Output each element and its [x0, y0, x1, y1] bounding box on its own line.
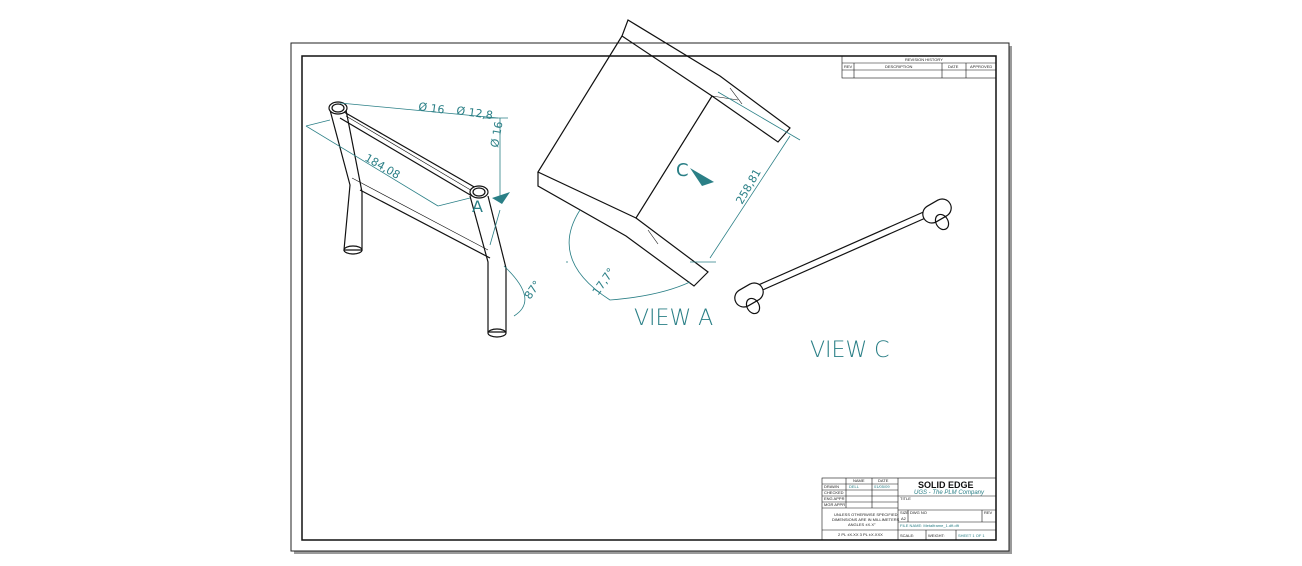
- revision-header-rev: REV: [844, 64, 853, 69]
- view-a-dimension-lines: [566, 91, 801, 301]
- tb-tagline: UGS - The PLM Company: [914, 490, 985, 496]
- tb-row-mgr-appr: MGR APPR: [824, 502, 845, 507]
- revision-header-date: DATE: [948, 64, 959, 69]
- iso-dimension-lines: [305, 102, 526, 317]
- view-c-frame: [734, 198, 952, 315]
- tb-dwg-label: DWG NO: [910, 510, 927, 515]
- view-c-label: VIEW C: [810, 338, 890, 363]
- revision-title: REVISION HISTORY: [905, 57, 943, 62]
- view-a-frame: [537, 19, 791, 287]
- tb-note-2: DIMENSIONS ARE IN MILLIMETERS: [832, 517, 900, 522]
- tb-note-3: ANGLES ±X.X°: [848, 522, 876, 527]
- revision-header-desc: DESCRIPTION: [885, 64, 912, 69]
- tb-col-name: NAME: [853, 478, 865, 483]
- view-c-arrow: [690, 168, 714, 186]
- dim-dia-16b: Ø 16: [488, 121, 505, 149]
- tb-rev-label: REV: [984, 510, 993, 515]
- tb-sheet-label: SHEET 1 OF 1: [958, 533, 985, 538]
- dim-dia-16: Ø 16: [418, 100, 446, 117]
- drawing-frame: [301, 55, 997, 541]
- dim-dia-12-8: Ø 12,8: [456, 104, 494, 122]
- isometric-frame: [328, 101, 507, 338]
- marker-a: A: [472, 197, 483, 216]
- tb-note-4: 2 PL ±X.XX 3 PL ±X.XXX: [838, 532, 883, 537]
- tb-title-label: TITLE: [900, 496, 911, 501]
- tb-row-eng-appr: ENG APPR: [824, 496, 845, 501]
- tb-note-1: UNLESS OTHERWISE SPECIFIED: [834, 512, 898, 517]
- revision-header-approved: APPROVED: [970, 64, 992, 69]
- tb-scale-label: SCALE:: [900, 533, 914, 538]
- tb-size-value: A2: [901, 516, 907, 521]
- tb-file-name: FILE NAME: Metalframe_1.dft.dft: [900, 523, 960, 528]
- tb-col-date: DATE: [878, 478, 889, 483]
- revision-block: [841, 55, 997, 79]
- view-a-arrow: [492, 192, 510, 204]
- tb-drawn-name: DELL: [849, 484, 860, 489]
- tb-weight-label: WEIGHT:: [928, 533, 945, 538]
- tb-company: SOLID EDGE: [918, 480, 974, 490]
- tb-drawn-date: 01/05/09: [874, 484, 890, 489]
- view-a-label: VIEW A: [634, 306, 713, 331]
- tb-row-checked: CHECKED: [824, 490, 844, 495]
- title-block: [821, 477, 997, 541]
- marker-c: C: [676, 160, 689, 181]
- tb-row-drawn: DRAWN: [824, 484, 839, 489]
- tb-size-label: SIZE: [900, 510, 909, 515]
- sheet-outer-border: [290, 42, 1010, 552]
